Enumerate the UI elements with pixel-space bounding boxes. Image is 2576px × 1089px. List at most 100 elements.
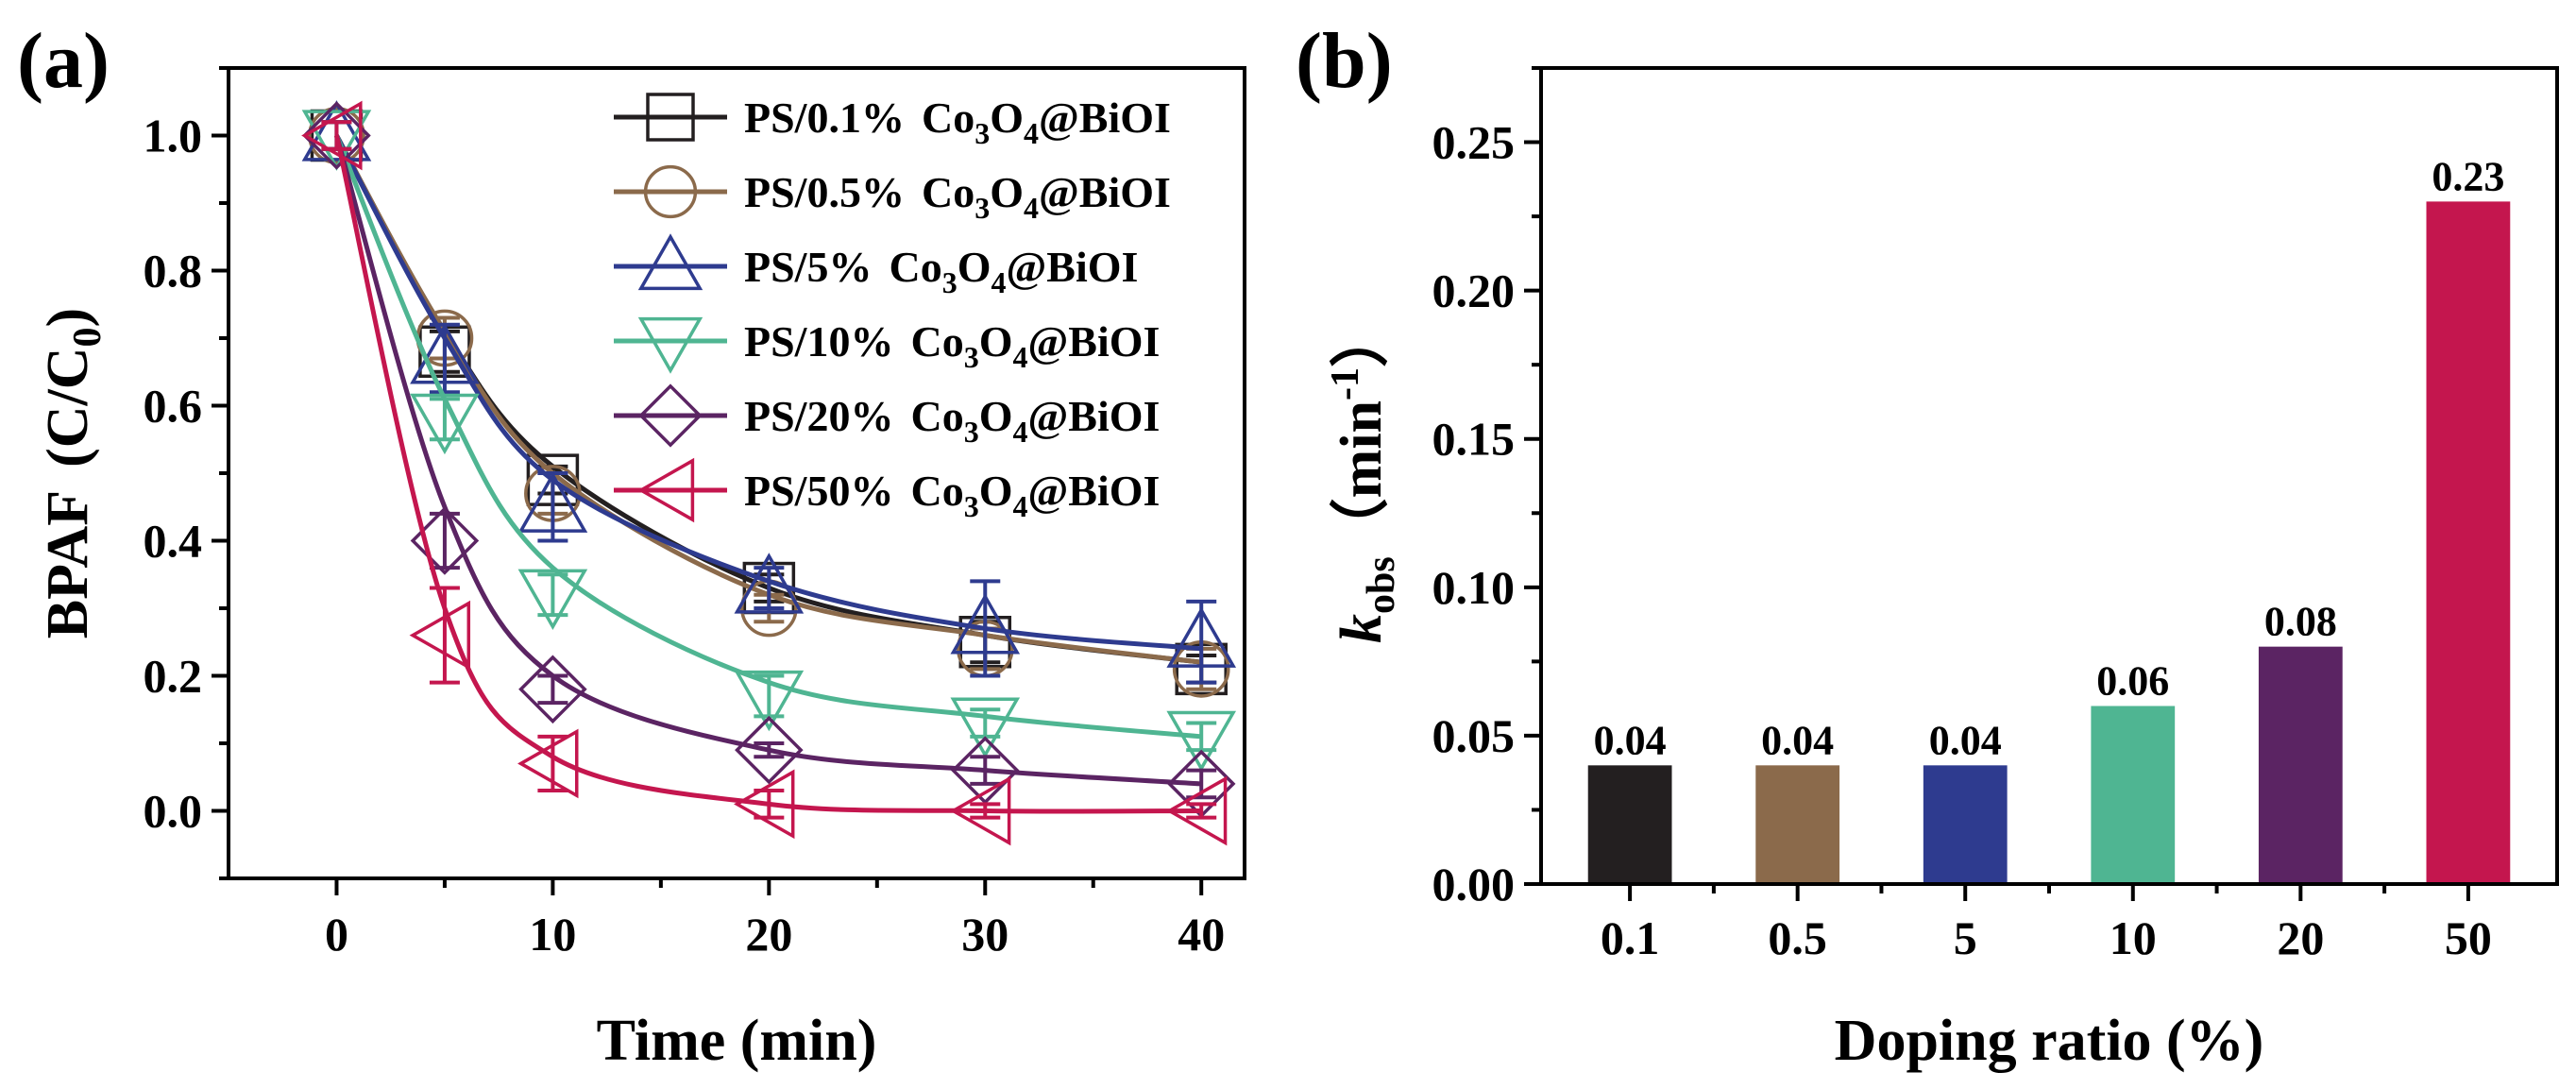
panel-a-legend-label-part: Co: [910, 392, 963, 440]
panel-a-x-axis-label: Time (min): [597, 1009, 877, 1073]
panel-a-legend-label-part: PS/50%: [744, 467, 893, 515]
panel-a-legend-label-part: @BiOI: [1027, 392, 1160, 440]
panel-a-data-point-center: [1199, 808, 1203, 813]
panel-a-y-tick-label: 0.4: [144, 515, 203, 568]
panel-a-legend-label-part: Co: [889, 243, 941, 291]
panel-a-data-point-center: [443, 356, 447, 361]
panel-a-legend-label-part: 3: [974, 191, 990, 225]
panel-a-data-point-center: [983, 626, 987, 631]
panel-a-y-tick-label: 1.0: [144, 110, 203, 162]
panel-b-bar-5: [1923, 765, 2008, 884]
panel-a-legend-label: PS/10% Co3O4@BiOI: [744, 317, 1160, 374]
panel-a-data-point: [1166, 606, 1237, 668]
panel-a-data-point-center: [1199, 735, 1203, 739]
panel-a-legend-label-part: 4: [1012, 340, 1027, 374]
panel-b-x-axis-label: Doping ratio (%): [1835, 1009, 2264, 1073]
panel-a-legend-label-part: Co: [922, 94, 974, 142]
panel-a-legend-label-part: 4: [1012, 489, 1027, 523]
panel-b-x-tick-label: 0.5: [1768, 911, 1827, 964]
panel-a-legend-label-part: O: [979, 392, 1013, 440]
panel-a-data-point-center: [767, 802, 771, 806]
panel-a-data-point-center: [983, 721, 987, 725]
panel-a-legend-marker: [637, 457, 695, 523]
panel-a-legend-label-part: @BiOI: [1039, 168, 1171, 216]
panel-a-data-point-center: [551, 593, 555, 597]
panel-a-data-point: [734, 553, 805, 614]
panel-a-legend-label-part: O: [979, 317, 1013, 366]
panel-b-label: (b): [1296, 17, 1393, 105]
panel-a-data-point-center: [1199, 640, 1203, 644]
panel-a-legend-label: PS/50% Co3O4@BiOI: [744, 467, 1160, 523]
panel-a-legend-label-part: PS/0.1%: [744, 94, 905, 142]
panel-b: (b) 0.04 0.04 0.04 0.06 0.08 0.23 0.00 0.05 0.1…: [1296, 17, 2559, 1073]
panel-a-legend-label-part: @BiOI: [1027, 317, 1160, 366]
panel-a-x-tick-label: 0: [325, 908, 348, 961]
panel-a-legend-label: PS/0.5% Co3O4@BiOI: [744, 168, 1171, 225]
panel-a-label: (a): [17, 17, 110, 105]
panel-b-x-tick-label: 10: [2110, 911, 2157, 964]
panel-a-legend-entry: PS/0.1% Co3O4@BiOI: [614, 93, 1171, 150]
panel-a-legend-label-part: Co: [910, 467, 963, 515]
panel-a-y-tick-label: 0.8: [144, 245, 203, 298]
panel-a-y-axis-label: BPAF(C/C0): [36, 308, 110, 638]
panel-a-legend-label-part: 4: [1024, 116, 1039, 150]
panel-a-x-tick-label: 40: [1178, 908, 1225, 961]
panel-a-x-tick-label: 30: [961, 908, 1008, 961]
panel-a-data-point-center: [983, 769, 987, 773]
panel-a-legend-label: PS/0.1% Co3O4@BiOI: [744, 94, 1171, 150]
panel-b-bar-10: [2091, 706, 2176, 884]
panel-a-legend-marker: [643, 164, 698, 219]
panel-a-data-point-center: [443, 538, 447, 543]
panel-b-y-tick-label: 0.05: [1432, 709, 1516, 762]
panel-a-legend-label-part: 4: [991, 265, 1006, 299]
panel-a-data-point: [301, 100, 372, 162]
panel-a-legend-label-part: 3: [974, 116, 990, 150]
panel-a-x-tick-label: 20: [745, 908, 792, 961]
panel-b-y-tick-label: 0.20: [1432, 264, 1516, 317]
panel-a-data-point-center: [767, 694, 771, 698]
panel-a-data-point: [410, 393, 480, 455]
panel-a-legend-label-part: 3: [942, 265, 958, 299]
panel-a-data-point: [950, 697, 1021, 758]
panel-a-fit-line: [334, 134, 1202, 814]
panel-b-y-axis-label: kobs（min-1）: [1324, 309, 1403, 643]
panel-a-data-point: [949, 775, 1011, 846]
panel-a-data-point-center: [1199, 782, 1203, 786]
panel-a-y-tick-label: 0.6: [144, 380, 203, 433]
panel-a-data-point: [301, 100, 363, 171]
panel-a-data-point-center: [983, 808, 987, 813]
panel-a-legend-marker: [646, 93, 695, 142]
panel-a-legend-marker: [637, 233, 703, 291]
panel-a-data-point-center: [443, 634, 447, 638]
panel-a-data-point: [734, 670, 805, 732]
panel-a-ticks: 0 10 20 30 40 0.0 0.2 0.4 0.6 0.8 1.0: [144, 66, 1225, 961]
panel-b-bar-50: [2426, 201, 2511, 884]
panel-a-legend-label-part: 3: [964, 340, 979, 374]
panel-a-legend-label-part: Co: [922, 168, 974, 216]
panel-a-legend-entry: PS/20% Co3O4@BiOI: [614, 383, 1160, 449]
panel-a-legend-label-part: O: [990, 168, 1024, 216]
panel-a-legend-label-part: Co: [910, 317, 963, 366]
panel-a-data-point: [950, 593, 1021, 655]
panel-a-legend-entry: PS/0.5% Co3O4@BiOI: [614, 164, 1171, 225]
panel-a-legend-marker: [637, 316, 703, 374]
panel-b-bar-value-label: 0.06: [2096, 657, 2169, 704]
panel-a-legend-label-part: O: [958, 243, 991, 291]
panel-b-bar-value-label: 0.23: [2432, 153, 2504, 199]
panel-a-data-point-center: [767, 748, 771, 752]
panel-a-legend-label-part: 3: [964, 489, 979, 523]
panel-a-fit-line: [334, 134, 1202, 665]
panel-a-legend-label: PS/20% Co3O4@BiOI: [744, 392, 1160, 449]
panel-a-fit-line: [334, 134, 1202, 652]
panel-a-legend-label-part: PS/10%: [744, 317, 893, 366]
panel-a-plot-area: [301, 100, 1237, 846]
panel-a-x-tick-label: 10: [529, 908, 576, 961]
panel-b-x-tick-label: 20: [2277, 911, 2324, 964]
panel-a-data-point: [1166, 710, 1237, 773]
panel-b-bar-0.5: [1755, 765, 1840, 884]
panel-b-y-tick-label: 0.15: [1432, 413, 1516, 466]
panel-a-data-point-center: [443, 417, 447, 421]
panel-a-data-point-center: [334, 133, 339, 138]
panel-a-data-point-center: [767, 586, 771, 590]
